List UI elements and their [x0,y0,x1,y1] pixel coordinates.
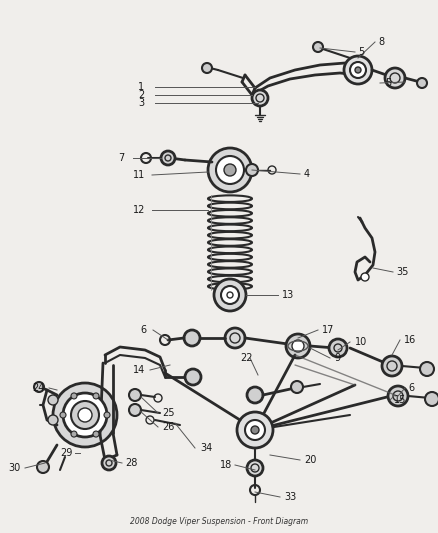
Circle shape [93,431,99,437]
Text: 33: 33 [284,492,296,502]
Circle shape [425,392,438,406]
Circle shape [71,401,99,429]
Text: 5: 5 [358,47,364,57]
Circle shape [251,426,259,434]
Circle shape [344,56,372,84]
Text: 28: 28 [125,458,138,468]
Text: 15: 15 [394,395,406,405]
Circle shape [292,340,304,352]
Text: 8: 8 [378,37,384,47]
Circle shape [382,356,402,376]
Circle shape [247,387,263,403]
Text: 2: 2 [138,90,144,100]
Circle shape [184,330,200,346]
Text: 24: 24 [32,383,44,393]
Circle shape [48,395,58,405]
Circle shape [225,328,245,348]
Text: 9: 9 [334,353,340,363]
Text: 6: 6 [408,383,414,393]
Text: 25: 25 [162,408,174,418]
Circle shape [329,339,347,357]
Text: 30: 30 [8,463,20,473]
Circle shape [246,164,258,176]
Circle shape [161,151,175,165]
Text: 22: 22 [240,353,252,363]
Circle shape [93,393,99,399]
Text: 1: 1 [138,82,144,92]
Text: 5: 5 [385,78,391,88]
Text: 13: 13 [282,290,294,300]
Text: 14: 14 [133,365,145,375]
Circle shape [247,460,263,476]
Text: 4: 4 [304,169,310,179]
Circle shape [286,334,310,358]
Circle shape [104,412,110,418]
Circle shape [208,148,252,192]
Circle shape [48,415,58,425]
Circle shape [202,63,212,73]
Circle shape [71,431,77,437]
Circle shape [37,461,49,473]
Text: 34: 34 [200,443,212,453]
Circle shape [214,279,246,311]
Text: 10: 10 [355,337,367,347]
Circle shape [129,389,141,401]
Circle shape [34,382,44,392]
Circle shape [350,62,366,78]
Circle shape [78,408,92,422]
Text: 3: 3 [138,98,144,108]
Circle shape [216,156,244,184]
Circle shape [185,369,201,385]
Circle shape [221,286,239,304]
Text: 2008 Dodge Viper Suspension - Front Diagram: 2008 Dodge Viper Suspension - Front Diag… [130,518,308,527]
Circle shape [245,420,265,440]
Circle shape [385,68,405,88]
Circle shape [53,383,117,447]
Text: 35: 35 [396,267,408,277]
Text: 11: 11 [133,170,145,180]
Text: 6: 6 [140,325,146,335]
Circle shape [417,78,427,88]
Circle shape [63,393,107,437]
Circle shape [388,386,408,406]
Circle shape [60,412,66,418]
Circle shape [313,42,323,52]
Circle shape [224,164,236,176]
Circle shape [291,381,303,393]
Circle shape [252,90,268,106]
Circle shape [237,412,273,448]
Circle shape [355,67,361,73]
Text: 12: 12 [133,205,145,215]
Circle shape [102,456,116,470]
Text: 16: 16 [404,335,416,345]
Text: 18: 18 [220,460,232,470]
Circle shape [71,393,77,399]
Text: 26: 26 [162,422,174,432]
Text: 7: 7 [118,153,124,163]
Text: 20: 20 [304,455,316,465]
Circle shape [420,362,434,376]
Text: 29: 29 [60,448,72,458]
Circle shape [129,404,141,416]
Text: 17: 17 [322,325,334,335]
Circle shape [361,273,369,281]
